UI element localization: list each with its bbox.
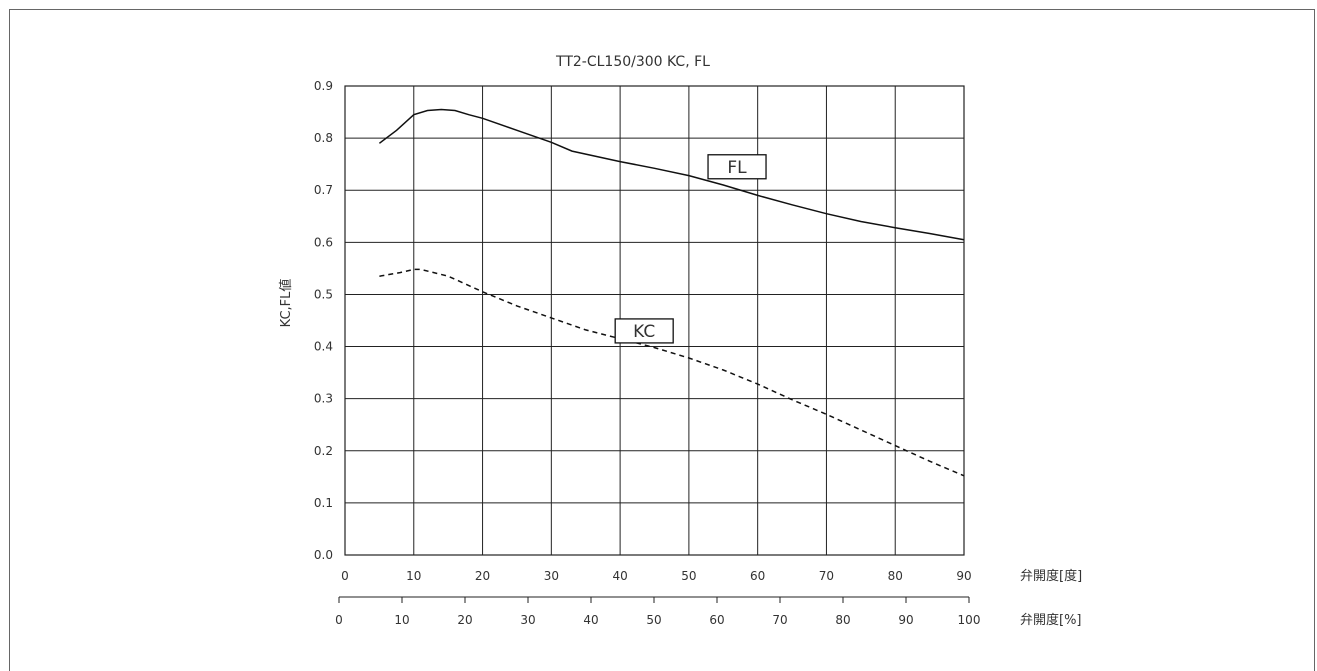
x-tick-label-degree: 60 <box>750 569 765 583</box>
x-tick-label-degree: 0 <box>341 569 349 583</box>
x-tick-label-percent: 60 <box>709 613 724 627</box>
chart-series: FL KC <box>378 108 965 477</box>
y-tick-label: 0.9 <box>314 79 333 93</box>
chart-frame <box>9 9 1315 671</box>
x-tick-label-degree: 80 <box>888 569 903 583</box>
series-label-box <box>614 318 674 344</box>
chart-tick-labels: 0.0 0.1 0.2 0.3 0.4 0.5 0.6 0.7 0.8 0.9 0 10 20 30 40 5… <box>314 79 981 627</box>
y-axis-label: KC,FL値 <box>278 279 294 328</box>
x-tick-label-percent: 50 <box>646 613 661 627</box>
series-label-fl: FL <box>707 154 767 180</box>
series-label-box <box>707 154 767 180</box>
x-tick-label-percent: 40 <box>583 613 598 627</box>
y-tick-label: 0.8 <box>314 131 333 145</box>
x-tick-label-degree: 40 <box>612 569 627 583</box>
y-tick-label: 0.4 <box>314 340 333 354</box>
x-tick-label-percent: 10 <box>394 613 409 627</box>
series-label-text: KC <box>633 322 655 342</box>
series-label-text: FL <box>727 158 747 178</box>
x-tick-label-percent: 0 <box>335 613 343 627</box>
chart-title: TT2-CL150/300 KC, FL <box>555 54 710 70</box>
x-tick-label-percent: 100 <box>958 613 981 627</box>
series-line-fl <box>378 108 965 241</box>
x-tick-label-degree: 50 <box>681 569 696 583</box>
x-tick-label-percent: 80 <box>835 613 850 627</box>
y-tick-label: 0.3 <box>314 392 333 406</box>
plot-area-border <box>344 85 965 556</box>
x-tick-label-degree: 30 <box>544 569 559 583</box>
x-tick-label-percent: 90 <box>898 613 913 627</box>
chart-grid <box>344 85 965 556</box>
x-axis-label-degree: 弁開度[度] <box>1020 568 1082 584</box>
x-tick-label-degree: 10 <box>406 569 421 583</box>
y-tick-label: 0.1 <box>314 496 333 510</box>
y-tick-label: 0.7 <box>314 183 333 197</box>
y-tick-label: 0.2 <box>314 444 333 458</box>
x-tick-label-degree: 70 <box>819 569 834 583</box>
x-tick-label-degree: 20 <box>475 569 490 583</box>
series-line-kc <box>379 268 965 477</box>
x-tick-label-percent: 30 <box>520 613 535 627</box>
x-tick-label-degree: 90 <box>956 569 971 583</box>
y-tick-label: 0.5 <box>314 287 333 301</box>
y-tick-label: 0.6 <box>314 235 333 249</box>
y-tick-label: 0.0 <box>314 548 333 562</box>
series-label-kc: KC <box>614 318 674 344</box>
x-tick-label-percent: 70 <box>772 613 787 627</box>
x-axis-label-percent: 弁開度[%] <box>1020 612 1082 628</box>
x-tick-label-percent: 20 <box>457 613 472 627</box>
